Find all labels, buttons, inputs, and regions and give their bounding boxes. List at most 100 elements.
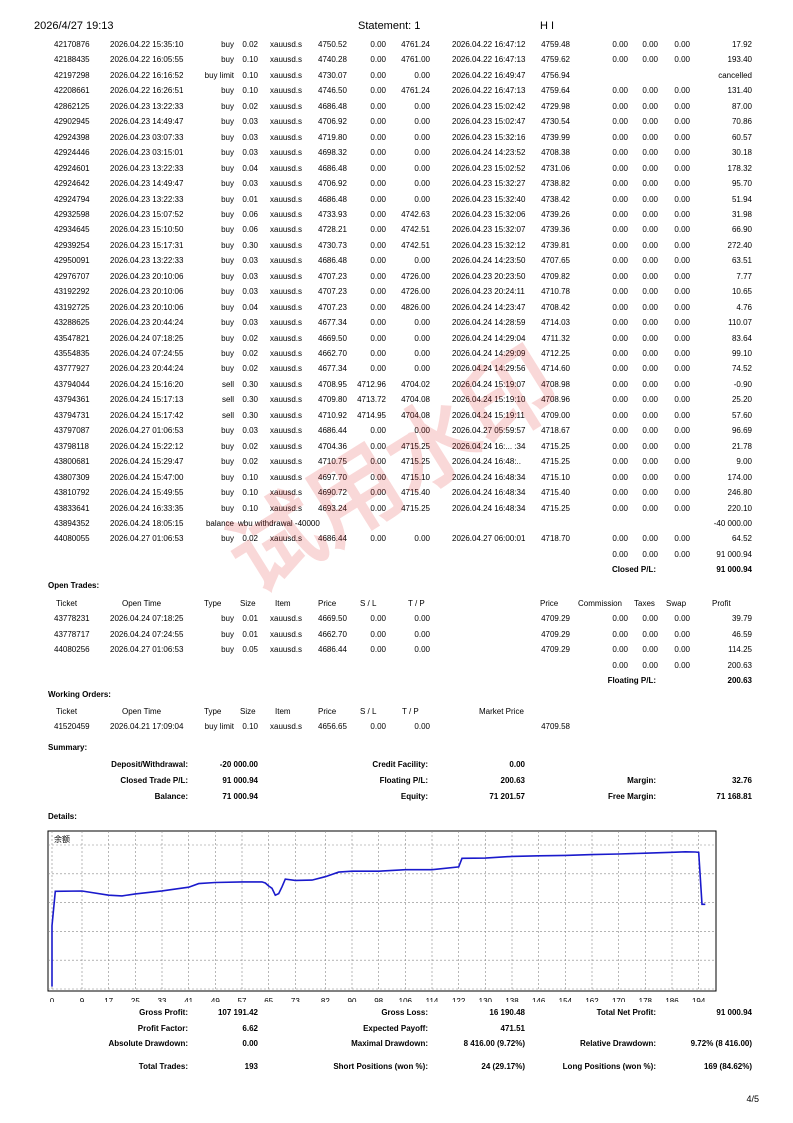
table-cell: xauusd.s [270,333,303,343]
table-cell: 0.00 [642,488,658,498]
table-cell: 2026.04.24 15:17:13 [110,395,184,405]
table-cell: 42934645 [54,225,90,235]
table-cell: 0.00 [414,117,430,127]
table-row: 43778231 2026.04.24 07:18:25 buy 0.01 xauusd… [0,612,793,626]
table-cell: 4708.95 [318,379,347,389]
table-cell: 2026.04.23 15:32:06 [452,209,526,219]
table-cell: 2026.04.24 14:29:04 [452,333,526,343]
table-cell: 0.02 [242,441,258,451]
table-cell: 0.10 [242,55,258,65]
closed-totals-row: 0.00 0.00 0.00 91 000.94 [0,548,793,562]
table-cell: buy [221,55,234,65]
balance: 71 000.94 [222,792,258,801]
table-cell: 42924642 [54,179,90,189]
table-cell: xauusd.s [270,318,303,328]
table-cell: 0.00 [642,101,658,111]
table-row: 42924794 2026.04.23 13:22:33 buy 0.01 xauusd… [0,193,793,207]
statement-title: Statement: 1 [358,20,421,32]
table-cell: 2026.04.27 06:00:01 [452,534,526,544]
table-cell: 4707.23 [318,302,347,312]
table-cell: 4704.02 [401,379,430,389]
table-cell: 272.40 [727,240,752,250]
table-cell: xauusd.s [270,117,303,127]
x-tick-label: 9 [80,997,85,1002]
table-cell: 0.00 [642,55,658,65]
table-cell: 2026.04.22 16:49:47 [452,70,526,80]
table-cell: 2026.04.24 16:48:34 [452,503,526,513]
table-cell: 2026.04.24 14:29:09 [452,349,526,358]
table-cell: 0.00 [612,426,628,436]
table-row: 43794044 2026.04.24 15:16:20 sell 0.30 xauus… [0,378,793,392]
table-cell: 4669.50 [318,333,347,343]
table-cell: 0.10 [242,488,258,498]
table-cell: 4686.48 [318,163,347,173]
table-cell: 0.00 [612,645,628,654]
table-cell: xauusd.s [270,441,303,451]
table-cell: 74.52 [731,364,752,374]
column-header: Type [204,707,222,716]
table-cell: 4708.98 [541,379,570,389]
balance-row: 43894352 2026.04.24 18:05:15 balance wbu wi… [0,517,793,531]
table-cell: buy [221,287,234,297]
summary-row: Balance: 71 000.94 Equity: 71 201.57 Free Ma… [0,790,793,804]
table-cell: 0.00 [674,240,690,250]
floating: 200.63 [500,776,525,785]
column-header: Market Price [479,707,524,716]
table-cell: 0.02 [242,364,258,374]
table-cell: 4662.70 [318,629,347,639]
table-cell: 193.40 [727,55,752,65]
gross-loss-label: Gross Loss: [381,1008,428,1017]
table-cell: 2026.04.27 01:06:53 [110,534,184,544]
chart-frame [47,830,717,992]
table-cell: 0.00 [642,240,658,250]
column-header: Item [275,707,291,716]
table-cell: 0.00 [370,101,386,111]
table-cell: 0.03 [242,426,258,436]
table-cell: 0.00 [642,614,658,623]
table-cell: 0.00 [642,503,658,513]
table-cell: 0.01 [242,614,258,623]
table-cell: 0.00 [642,179,658,189]
table-cell: -0.90 [733,379,752,389]
table-cell: 2026.04.24 14:23:50 [452,256,526,266]
table-row: 42902945 2026.04.23 14:49:47 buy 0.03 xauusd… [0,115,793,129]
table-cell: xauusd.s [270,86,303,96]
table-cell: buy [221,349,234,358]
table-cell: 4697.70 [318,472,347,482]
table-cell: 2026.04.23 15:02:52 [452,163,526,173]
column-header: Item [275,599,291,608]
table-cell: 0.00 [414,614,430,623]
table-cell: wbu withdrawal -40000 [238,518,320,528]
balance-line [51,850,706,987]
table-cell: 44080256 [54,645,90,654]
long: 169 (84.62%) [703,1062,752,1071]
table-cell: 0.00 [642,163,658,173]
table-cell: 0.00 [642,364,658,374]
floating-pl-value: 200.63 [727,676,752,685]
table-cell: 42976707 [54,271,90,281]
table-cell: 0.00 [612,395,628,405]
table-cell: 0.03 [242,256,258,266]
x-tick-label: 73 [291,997,300,1002]
table-cell: 0.00 [414,163,430,173]
details-title: Details: [48,812,77,821]
total-net-label: Total Net Profit: [596,1008,656,1017]
table-cell: 0.10 [242,70,258,80]
table-cell: buy [221,645,234,654]
table-cell: 17.92 [731,40,752,49]
table-cell: 2026.04.22 16:26:51 [110,86,184,96]
table-cell: 0.00 [612,117,628,127]
table-cell: 0.00 [370,426,386,436]
table-cell: 42862125 [54,101,90,111]
table-cell: 2026.04.23 20:10:06 [110,271,184,281]
table-cell: 43894352 [54,518,90,528]
table-cell: xauusd.s [270,629,303,639]
max-dd-label: Maximal Drawdown: [351,1039,428,1048]
table-cell: 0.04 [242,302,258,312]
table-cell: 2026.04.22 16:47:12 [452,40,526,49]
x-tick-label: 138 [505,997,519,1002]
table-cell: 0.00 [370,194,386,204]
table-cell: xauusd.s [270,70,303,80]
table-cell: 2026.04.24 14:29:56 [452,364,526,374]
column-header: Open Time [122,599,162,608]
